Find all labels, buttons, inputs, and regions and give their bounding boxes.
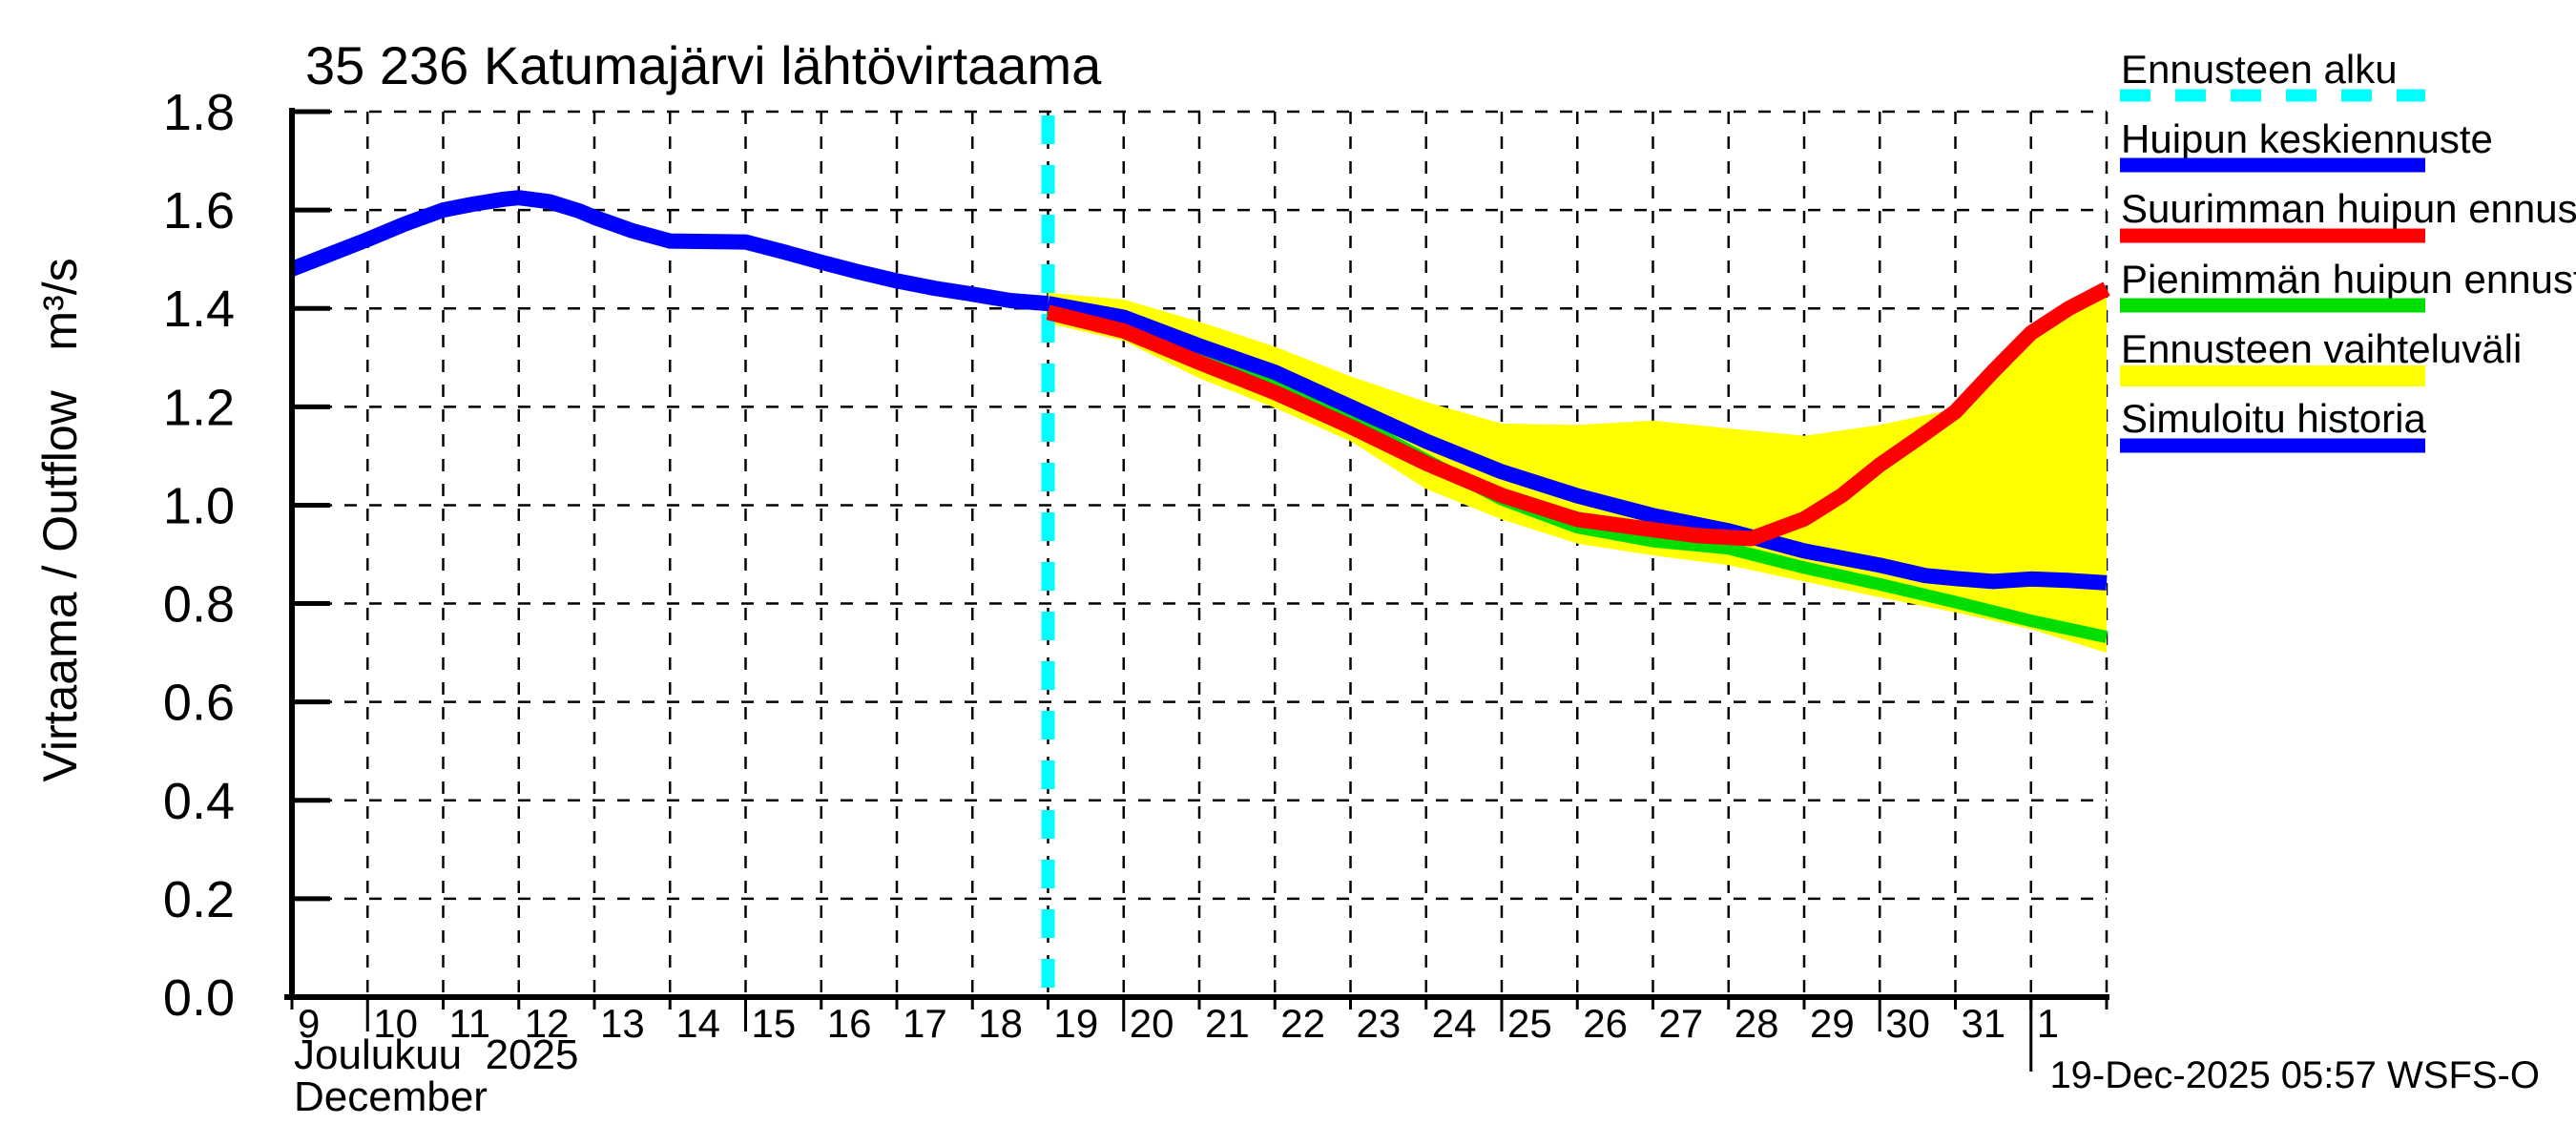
legend-item-min-peak: Pienimmän huipun ennuste [2120,257,2576,313]
legend-label: Huipun keskiennuste [2121,116,2493,161]
month-label-en: December [294,1073,488,1120]
gridlines [295,110,2109,995]
svg-text:11: 11 [449,1001,491,1046]
svg-text:9: 9 [298,1001,320,1046]
svg-text:0.2: 0.2 [163,871,235,928]
legend-label: Simuloitu historia [2121,396,2426,441]
chart-title: 35 236 Katumajärvi lähtövirtaama [305,35,1102,95]
timestamp: 19-Dec-2025 05:57 WSFS-O [2049,1054,2540,1096]
legend-label: Ennusteen alku [2121,47,2398,92]
svg-text:0.0: 0.0 [163,969,235,1027]
month-label-fi: Joulukuu 2025 [294,1031,578,1078]
svg-text:23: 23 [1357,1001,1402,1046]
svg-text:13: 13 [600,1001,645,1046]
legend-label: Pienimmän huipun ennuste [2121,257,2576,302]
svg-text:20: 20 [1130,1001,1174,1046]
legend: Ennusteen alku Huipun keskiennuste Suuri… [2120,47,2576,453]
svg-text:0.6: 0.6 [163,675,235,732]
svg-text:1.8: 1.8 [163,84,235,141]
svg-text:18: 18 [978,1001,1023,1046]
svg-text:0.8: 0.8 [163,576,235,634]
svg-text:22: 22 [1280,1001,1325,1046]
svg-text:28: 28 [1735,1001,1779,1046]
legend-item-max-peak: Suurimman huipun ennuste [2120,186,2576,243]
legend-item-range-band: Ennusteen vaihteluväli [2120,326,2522,386]
svg-text:1.4: 1.4 [163,281,235,338]
svg-text:31: 31 [1962,1001,2006,1046]
svg-text:27: 27 [1659,1001,1704,1046]
legend-label: Suurimman huipun ennuste [2121,186,2576,231]
svg-text:12: 12 [525,1001,570,1046]
svg-text:17: 17 [903,1001,947,1046]
svg-text:1.0: 1.0 [163,477,235,534]
svg-text:24: 24 [1432,1001,1477,1046]
legend-item-forecast-start: Ennusteen alku [2120,47,2425,102]
axes-and-ticks [284,108,2109,1072]
svg-text:26: 26 [1583,1001,1628,1046]
legend-label: Ennusteen vaihteluväli [2121,326,2522,371]
legend-item-mean-peak: Huipun keskiennuste [2120,116,2493,173]
svg-text:15: 15 [752,1001,797,1046]
svg-text:1.6: 1.6 [163,182,235,239]
svg-text:19: 19 [1054,1001,1099,1046]
legend-item-history: Simuloitu historia [2120,396,2426,453]
svg-text:21: 21 [1205,1001,1250,1046]
svg-text:0.4: 0.4 [163,773,235,830]
svg-text:16: 16 [827,1001,872,1046]
data-series [289,190,2110,643]
svg-text:14: 14 [675,1001,720,1046]
svg-text:30: 30 [1885,1001,1930,1046]
svg-text:1: 1 [2037,1001,2059,1046]
svg-text:10: 10 [373,1001,418,1046]
svg-text:1.2: 1.2 [163,379,235,436]
svg-text:29: 29 [1810,1001,1855,1046]
y-axis-label: Virtaama / Outflow m³/s [33,258,87,781]
svg-text:25: 25 [1507,1001,1552,1046]
tick-labels: 0.00.20.40.60.81.01.21.41.61.89 10 11 12 13 1… [163,84,2059,1046]
